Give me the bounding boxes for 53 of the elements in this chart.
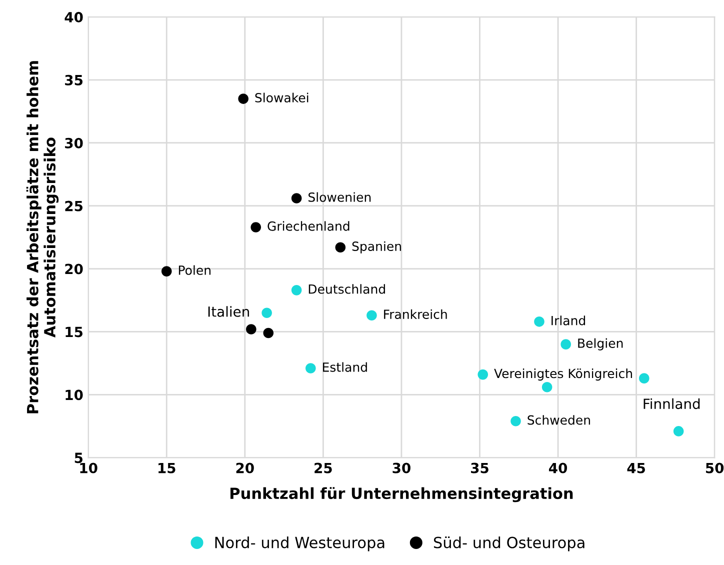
legend-label: Süd- und Osteuropa — [434, 536, 584, 552]
y-tick-label: 40 — [64, 12, 83, 22]
point — [478, 369, 488, 380]
annotation: Irland — [552, 316, 586, 326]
annotation: Polen — [178, 265, 210, 275]
point — [534, 316, 544, 327]
x-tick-label: 45 — [627, 462, 645, 474]
annotation: Spanien — [352, 241, 401, 254]
point — [246, 324, 256, 334]
y-tick-label: 15 — [66, 326, 82, 338]
annotation: Vereinigtes Königreich — [494, 368, 632, 381]
point — [673, 426, 684, 436]
x-tick-label: 40 — [548, 462, 568, 474]
point — [638, 373, 650, 384]
annotation: Finnland — [644, 398, 700, 410]
point — [306, 363, 316, 374]
x-tick-label: 15 — [158, 462, 176, 474]
point — [262, 308, 272, 318]
y-tick-label: 35 — [65, 74, 82, 86]
point — [510, 416, 521, 426]
point — [291, 193, 302, 204]
annotation: Italien — [208, 306, 249, 317]
point — [250, 222, 262, 232]
point — [335, 242, 346, 253]
point — [542, 382, 552, 392]
annotation: Frankreich — [384, 309, 447, 319]
annotation: Estland — [322, 362, 367, 372]
point — [238, 94, 248, 104]
x-tick-label: 30 — [392, 462, 410, 474]
x-tick-label: 50 — [706, 462, 724, 474]
point — [161, 266, 172, 276]
x-tick-label: 35 — [471, 462, 488, 474]
point — [291, 285, 302, 296]
y-tick-label: 20 — [65, 264, 83, 274]
y-axis-title: Prozentsatz der Arbeitsplätze mit hohem Automatisierungsrisiko — [26, 61, 59, 414]
annotation: Griechenland — [268, 221, 350, 231]
x-tick-label: 20 — [236, 462, 254, 474]
annotation: Slowenien — [308, 192, 371, 202]
point — [366, 310, 377, 321]
annotation: Deutschland — [308, 284, 385, 294]
annotation: Schweden — [528, 415, 590, 425]
y-tick-label: 5 — [74, 452, 82, 464]
point — [560, 339, 571, 350]
y-tick-label: 10 — [66, 390, 83, 400]
x-tick-label: 25 — [314, 462, 332, 474]
annotation: Belgien — [578, 338, 623, 350]
y-tick-label: 30 — [65, 138, 83, 148]
x-axis-title: Punktzahl für Unternehmensintegration — [230, 487, 573, 502]
legend-label: Nord- und Westeuropa — [215, 536, 384, 552]
y-tick-label: 25 — [65, 200, 82, 212]
x-tick-label: 10 — [80, 462, 98, 474]
point — [263, 328, 274, 338]
annotation: Slowakei — [255, 92, 308, 102]
